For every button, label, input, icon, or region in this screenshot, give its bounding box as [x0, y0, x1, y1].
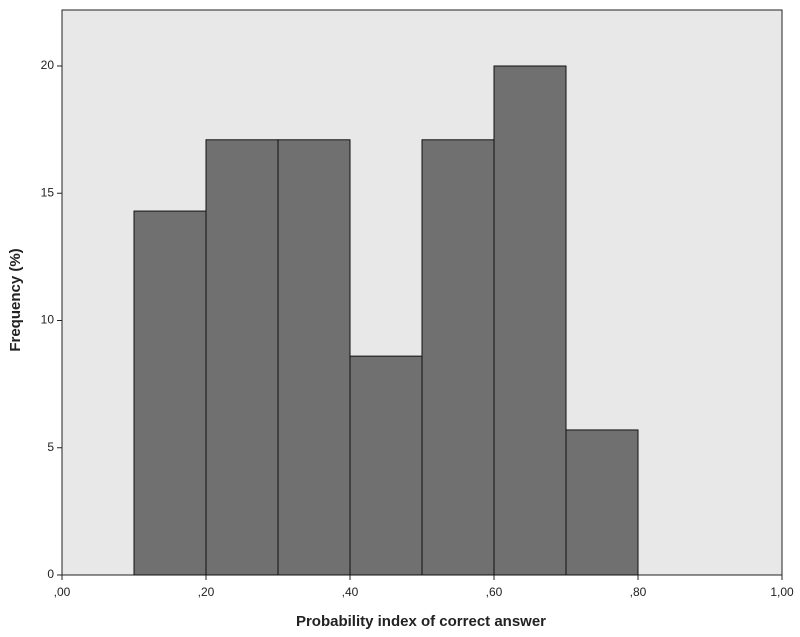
bar [349, 355, 423, 576]
x-tick-label: ,60 [486, 585, 503, 599]
y-tick-label: 10 [41, 313, 55, 327]
y-tick-label: 15 [41, 185, 55, 199]
bar [421, 139, 495, 576]
bar [277, 139, 351, 576]
x-tick-label: ,20 [198, 585, 215, 599]
x-tick-label: ,40 [342, 585, 359, 599]
y-axis-title: Frequency (%) [7, 248, 24, 351]
y-tick-label: 0 [47, 567, 54, 581]
y-tick-label: 5 [47, 440, 54, 454]
x-tick-label: ,00 [54, 585, 71, 599]
y-tick-label: 20 [41, 58, 55, 72]
bar [133, 210, 207, 576]
bar [205, 139, 279, 576]
x-axis-title: Probability index of correct answer [296, 613, 546, 630]
x-tick-label: ,80 [630, 585, 647, 599]
bar [493, 65, 567, 576]
x-tick-label: 1,00 [770, 585, 794, 599]
bar [565, 429, 639, 576]
